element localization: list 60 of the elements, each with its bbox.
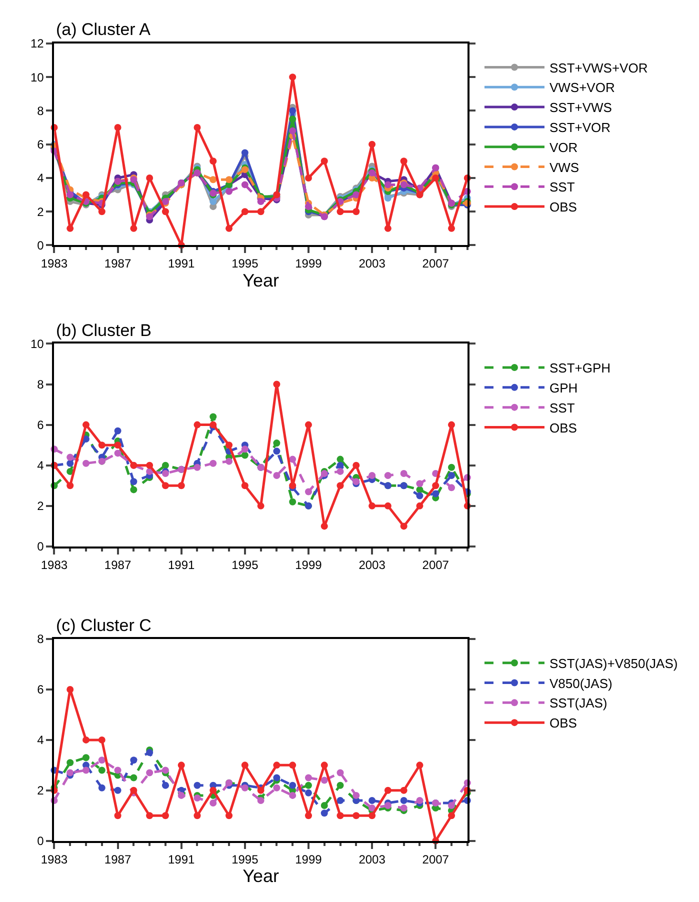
legend-label: SST	[549, 400, 575, 416]
y-tick-label: 0	[37, 540, 44, 554]
x-tick-label: 2003	[358, 558, 386, 572]
x-tick-label: 2007	[422, 256, 450, 271]
x-tick-label: 1999	[295, 852, 322, 866]
x-tick-label: 1991	[168, 256, 196, 271]
y-tick-label: 4	[37, 458, 44, 473]
legend-label: SST+VWS+VOR	[549, 60, 648, 76]
x-tick-label: 1991	[168, 558, 196, 572]
chart-title: (c) Cluster C	[56, 616, 152, 635]
x-tick-label: 1983	[40, 558, 68, 572]
x-tick-label: 1987	[104, 256, 132, 271]
x-tick-label: 1995	[232, 256, 259, 271]
y-tick-label: 6	[37, 138, 44, 152]
y-tick-label: 2	[37, 784, 44, 798]
legend-label: VOR	[549, 140, 578, 155]
legend-label: SST(JAS)	[549, 696, 608, 711]
legend-label: OBS	[549, 716, 578, 731]
x-tick-label: 1999	[295, 256, 322, 271]
chart-title: (a) Cluster A	[56, 20, 152, 39]
legend-label: GPH	[549, 380, 578, 396]
y-tick-label: 0	[37, 834, 44, 848]
y-tick-label: 10	[30, 70, 44, 84]
legend-label: SST+GPH	[549, 360, 611, 376]
y-tick-label: 4	[37, 733, 44, 748]
x-tick-label: 2007	[422, 558, 450, 572]
x-axis-title: Year	[242, 270, 279, 291]
legend-label: OBS	[549, 420, 578, 436]
x-tick-label: 1987	[104, 852, 132, 866]
x-tick-label: 1995	[232, 852, 259, 866]
y-tick-label: 6	[37, 418, 44, 432]
y-tick-label: 8	[37, 632, 44, 646]
legend-label: OBS	[549, 200, 578, 215]
y-tick-label: 8	[37, 377, 44, 392]
legend-label: SST+VOR	[549, 120, 611, 136]
x-tick-label: 2003	[358, 256, 386, 271]
legend-label: SST(JAS)+V850(JAS)	[549, 656, 678, 671]
x-tick-label: 2003	[358, 852, 386, 866]
legend-label: SST+VWS	[549, 100, 612, 116]
y-tick-label: 4	[37, 171, 44, 186]
legend-label: VWS+VOR	[549, 80, 615, 96]
y-tick-label: 2	[37, 204, 44, 219]
x-tick-label: 1991	[168, 852, 196, 866]
x-tick-label: 1999	[295, 558, 322, 572]
y-tick-label: 10	[30, 336, 44, 351]
legend-label: V850(JAS)	[549, 676, 612, 691]
y-tick-label: 12	[30, 36, 44, 51]
x-tick-label: 2007	[422, 852, 450, 866]
x-axis-title: Year	[242, 866, 279, 886]
y-tick-label: 2	[37, 499, 44, 514]
legend-label: SST	[549, 180, 575, 195]
legend-label: VWS	[549, 160, 580, 175]
chart-title: (b) Cluster B	[56, 321, 152, 340]
y-tick-label: 8	[37, 104, 44, 118]
x-tick-label: 1987	[104, 558, 132, 572]
x-tick-label: 1983	[40, 256, 68, 271]
y-tick-label: 6	[37, 682, 44, 697]
x-tick-label: 1995	[232, 558, 259, 572]
y-tick-label: 0	[37, 238, 44, 252]
x-tick-label: 1983	[40, 852, 68, 866]
